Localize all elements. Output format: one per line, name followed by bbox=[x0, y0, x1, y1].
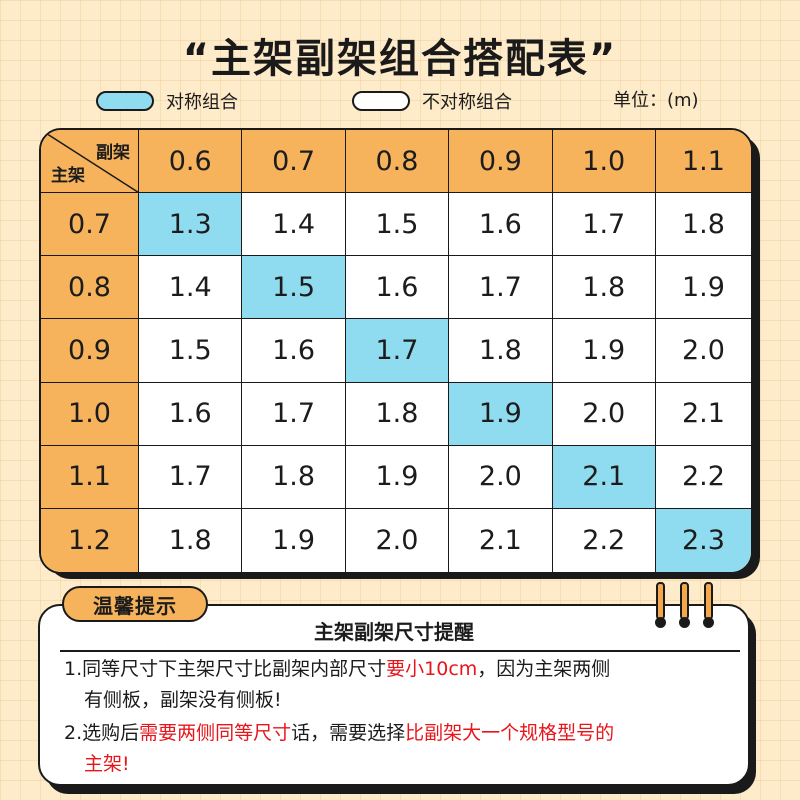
binder-ring-icon bbox=[655, 582, 666, 628]
tip1-highlight: 要小10cm bbox=[386, 658, 478, 680]
corner-row-label: 主架 bbox=[51, 166, 85, 187]
combination-table: 副架 主架 0.6 0.7 0.8 0.9 1.0 1.1 0.7 1.3 1.4 1.5 1.6 1… bbox=[39, 128, 753, 574]
table-cell: 1.7 bbox=[242, 382, 346, 446]
legend-symmetric-swatch bbox=[96, 91, 154, 111]
tip2-highlight-2: 比副架大一个规格型号的 bbox=[405, 722, 615, 744]
table-cell: 1.7 bbox=[345, 319, 450, 383]
table-cell: 2.3 bbox=[655, 508, 751, 572]
unit-label: 单位：(m) bbox=[613, 90, 699, 111]
tips-box bbox=[38, 604, 750, 786]
tip2-text-2: 话，需要选择 bbox=[291, 722, 406, 744]
table-cell: 1.4 bbox=[139, 256, 243, 320]
tip1-text: 1.同等尺寸下主架尺寸比副架内部尺寸 bbox=[64, 658, 387, 680]
tip2-highlight-1: 需要两侧同等尺寸 bbox=[139, 722, 292, 744]
table-cell: 1.7 bbox=[552, 193, 656, 257]
table-cell: 1.6 bbox=[139, 382, 243, 446]
row-header: 1.0 bbox=[41, 382, 139, 446]
table-corner: 副架 主架 bbox=[41, 130, 139, 194]
table-cell: 1.9 bbox=[655, 256, 751, 320]
page-title: “主架副架组合搭配表” bbox=[182, 36, 618, 82]
table-cell: 1.8 bbox=[139, 508, 243, 572]
table-cell: 2.0 bbox=[552, 382, 656, 446]
tip2-highlight-3: 主架! bbox=[84, 753, 130, 775]
table-cell: 2.1 bbox=[449, 508, 553, 572]
table-cell: 1.9 bbox=[449, 382, 553, 446]
table-cell: 1.7 bbox=[449, 256, 553, 320]
table-cell: 2.0 bbox=[345, 508, 450, 572]
table-cell: 1.8 bbox=[345, 382, 450, 446]
table-cell: 2.0 bbox=[449, 445, 553, 509]
table-cell: 1.8 bbox=[552, 256, 656, 320]
table-cell: 1.8 bbox=[242, 445, 346, 509]
table-cell: 1.5 bbox=[139, 319, 243, 383]
table-cell: 1.9 bbox=[552, 319, 656, 383]
tips-heading: 主架副架尺寸提醒 bbox=[314, 620, 474, 644]
tip1-text-3: 有侧板，副架没有侧板! bbox=[84, 689, 282, 711]
col-header: 0.9 bbox=[449, 130, 553, 194]
row-header: 1.1 bbox=[41, 445, 139, 509]
tip-item-1: 1.同等尺寸下主架尺寸比副架内部尺寸要小10cm，因为主架两侧有侧板，副架没有侧… bbox=[64, 654, 736, 716]
table-cell: 1.5 bbox=[242, 256, 346, 320]
legend-symmetric-label: 对称组合 bbox=[166, 92, 238, 113]
legend-symmetric: 对称组合 bbox=[96, 88, 238, 114]
table-cell: 1.6 bbox=[242, 319, 346, 383]
tip2-text: 2.选购后 bbox=[64, 722, 140, 744]
table-cell: 1.6 bbox=[449, 193, 553, 257]
row-header: 0.7 bbox=[41, 193, 139, 257]
table-cell: 1.6 bbox=[345, 256, 450, 320]
row-header: 0.8 bbox=[41, 256, 139, 320]
table-cell: 2.2 bbox=[655, 445, 751, 509]
binder-ring-icon bbox=[679, 582, 690, 628]
table-grid: 副架 主架 0.6 0.7 0.8 0.9 1.0 1.1 0.7 1.3 1.4 1.5 1.6 1… bbox=[41, 130, 751, 572]
tips-tag: 温馨提示 bbox=[62, 586, 208, 622]
col-header: 0.6 bbox=[139, 130, 243, 194]
row-header: 0.9 bbox=[41, 319, 139, 383]
col-header: 1.0 bbox=[552, 130, 656, 194]
tips-body: 1.同等尺寸下主架尺寸比副架内部尺寸要小10cm，因为主架两侧有侧板，副架没有侧… bbox=[64, 654, 736, 780]
table-cell: 2.1 bbox=[655, 382, 751, 446]
table-cell: 2.2 bbox=[552, 508, 656, 572]
table-cell: 1.7 bbox=[139, 445, 243, 509]
table-cell: 1.9 bbox=[345, 445, 450, 509]
col-header: 0.8 bbox=[345, 130, 450, 194]
col-header: 0.7 bbox=[242, 130, 346, 194]
row-header: 1.2 bbox=[41, 508, 139, 572]
table-cell: 1.8 bbox=[449, 319, 553, 383]
table-cell: 2.0 bbox=[655, 319, 751, 383]
table-cell: 1.9 bbox=[242, 508, 346, 572]
col-header: 1.1 bbox=[655, 130, 751, 194]
corner-col-label: 副架 bbox=[96, 143, 130, 163]
binder-ring-icon bbox=[703, 582, 714, 628]
legend-asymmetric-label: 不对称组合 bbox=[422, 92, 512, 113]
legend-asymmetric-swatch bbox=[352, 91, 410, 111]
table-cell: 1.3 bbox=[139, 193, 243, 257]
tip1-text-2: ，因为主架两侧 bbox=[477, 658, 611, 680]
corner-diagonal bbox=[41, 130, 138, 192]
table-cell: 2.1 bbox=[552, 445, 656, 509]
table-cell: 1.4 bbox=[242, 193, 346, 257]
table-cell: 1.8 bbox=[655, 193, 751, 257]
legend-asymmetric: 不对称组合 bbox=[352, 88, 512, 114]
tip-item-2: 2.选购后需要两侧同等尺寸话，需要选择比副架大一个规格型号的主架! bbox=[64, 718, 736, 780]
table-cell: 1.5 bbox=[345, 193, 450, 257]
tips-divider bbox=[60, 650, 740, 652]
